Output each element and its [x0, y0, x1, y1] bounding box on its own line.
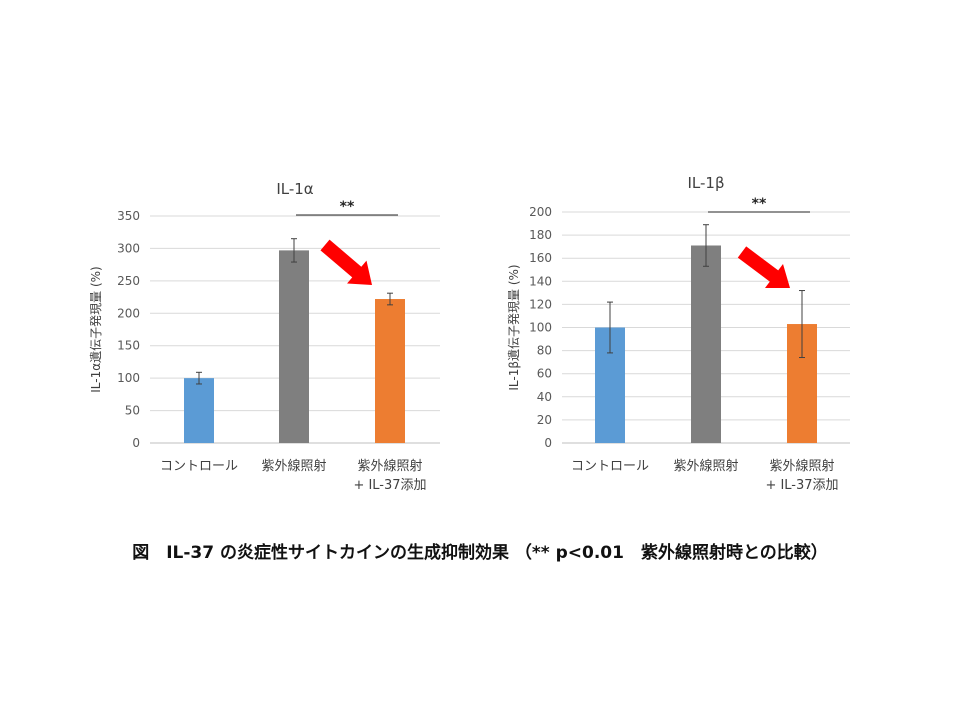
chart-title: IL-1α [276, 180, 313, 198]
y-tick-label: 100 [117, 371, 140, 385]
y-tick-label: 0 [132, 436, 140, 450]
y-tick-label: 150 [117, 339, 140, 353]
y-tick-label: 60 [537, 367, 552, 381]
x-category-label: コントロール [160, 459, 238, 474]
y-tick-label: 250 [117, 274, 140, 288]
y-tick-label: 300 [117, 241, 140, 255]
x-category-label: + IL-37添加 [765, 478, 838, 493]
y-tick-label: 120 [529, 297, 552, 311]
y-tick-label: 20 [537, 413, 552, 427]
y-tick-label: 50 [125, 404, 140, 418]
significance-label: ** [752, 196, 767, 212]
bar [375, 299, 405, 443]
y-axis-label: IL-1β遺伝子発現量 (%) [506, 264, 521, 390]
y-tick-label: 140 [529, 274, 552, 288]
x-category-label: 紫外線照射 [261, 458, 326, 474]
y-tick-label: 200 [117, 306, 140, 320]
decrease-arrow [320, 239, 373, 286]
y-tick-label: 80 [537, 344, 552, 358]
y-tick-label: 200 [529, 205, 552, 219]
y-tick-label: 100 [529, 321, 552, 335]
chart-title: IL-1β [687, 174, 724, 192]
x-category-label: 紫外線照射 [673, 458, 738, 474]
bar [184, 378, 214, 443]
x-category-label: コントロール [571, 459, 649, 474]
y-tick-label: 40 [537, 390, 552, 404]
x-category-label: + IL-37添加 [353, 478, 426, 493]
x-category-label: 紫外線照射 [769, 458, 834, 474]
y-axis-label: IL-1α遺伝子発現量 (%) [88, 266, 103, 392]
decrease-arrow [737, 246, 791, 288]
significance-label: ** [340, 199, 355, 215]
y-tick-label: 0 [544, 436, 552, 450]
y-tick-label: 160 [529, 251, 552, 265]
bar [691, 245, 721, 443]
y-tick-label: 180 [529, 228, 552, 242]
chart-1: IL-1α 0 50 100 150 200 250 300 350 IL-1α遺伝子発現量 (%… [88, 180, 440, 493]
y-tick-label: 350 [117, 209, 140, 223]
bar [279, 250, 309, 443]
figure-caption: 図 IL-37 の炎症性サイトカインの生成抑制効果 （** p<0.01 紫外線… [132, 543, 828, 563]
chart-2: IL-1β 0 20 40 60 80 100 120 140 160 180 200 IL-1β遺伝子… [506, 174, 850, 493]
x-category-label: 紫外線照射 [357, 458, 422, 474]
